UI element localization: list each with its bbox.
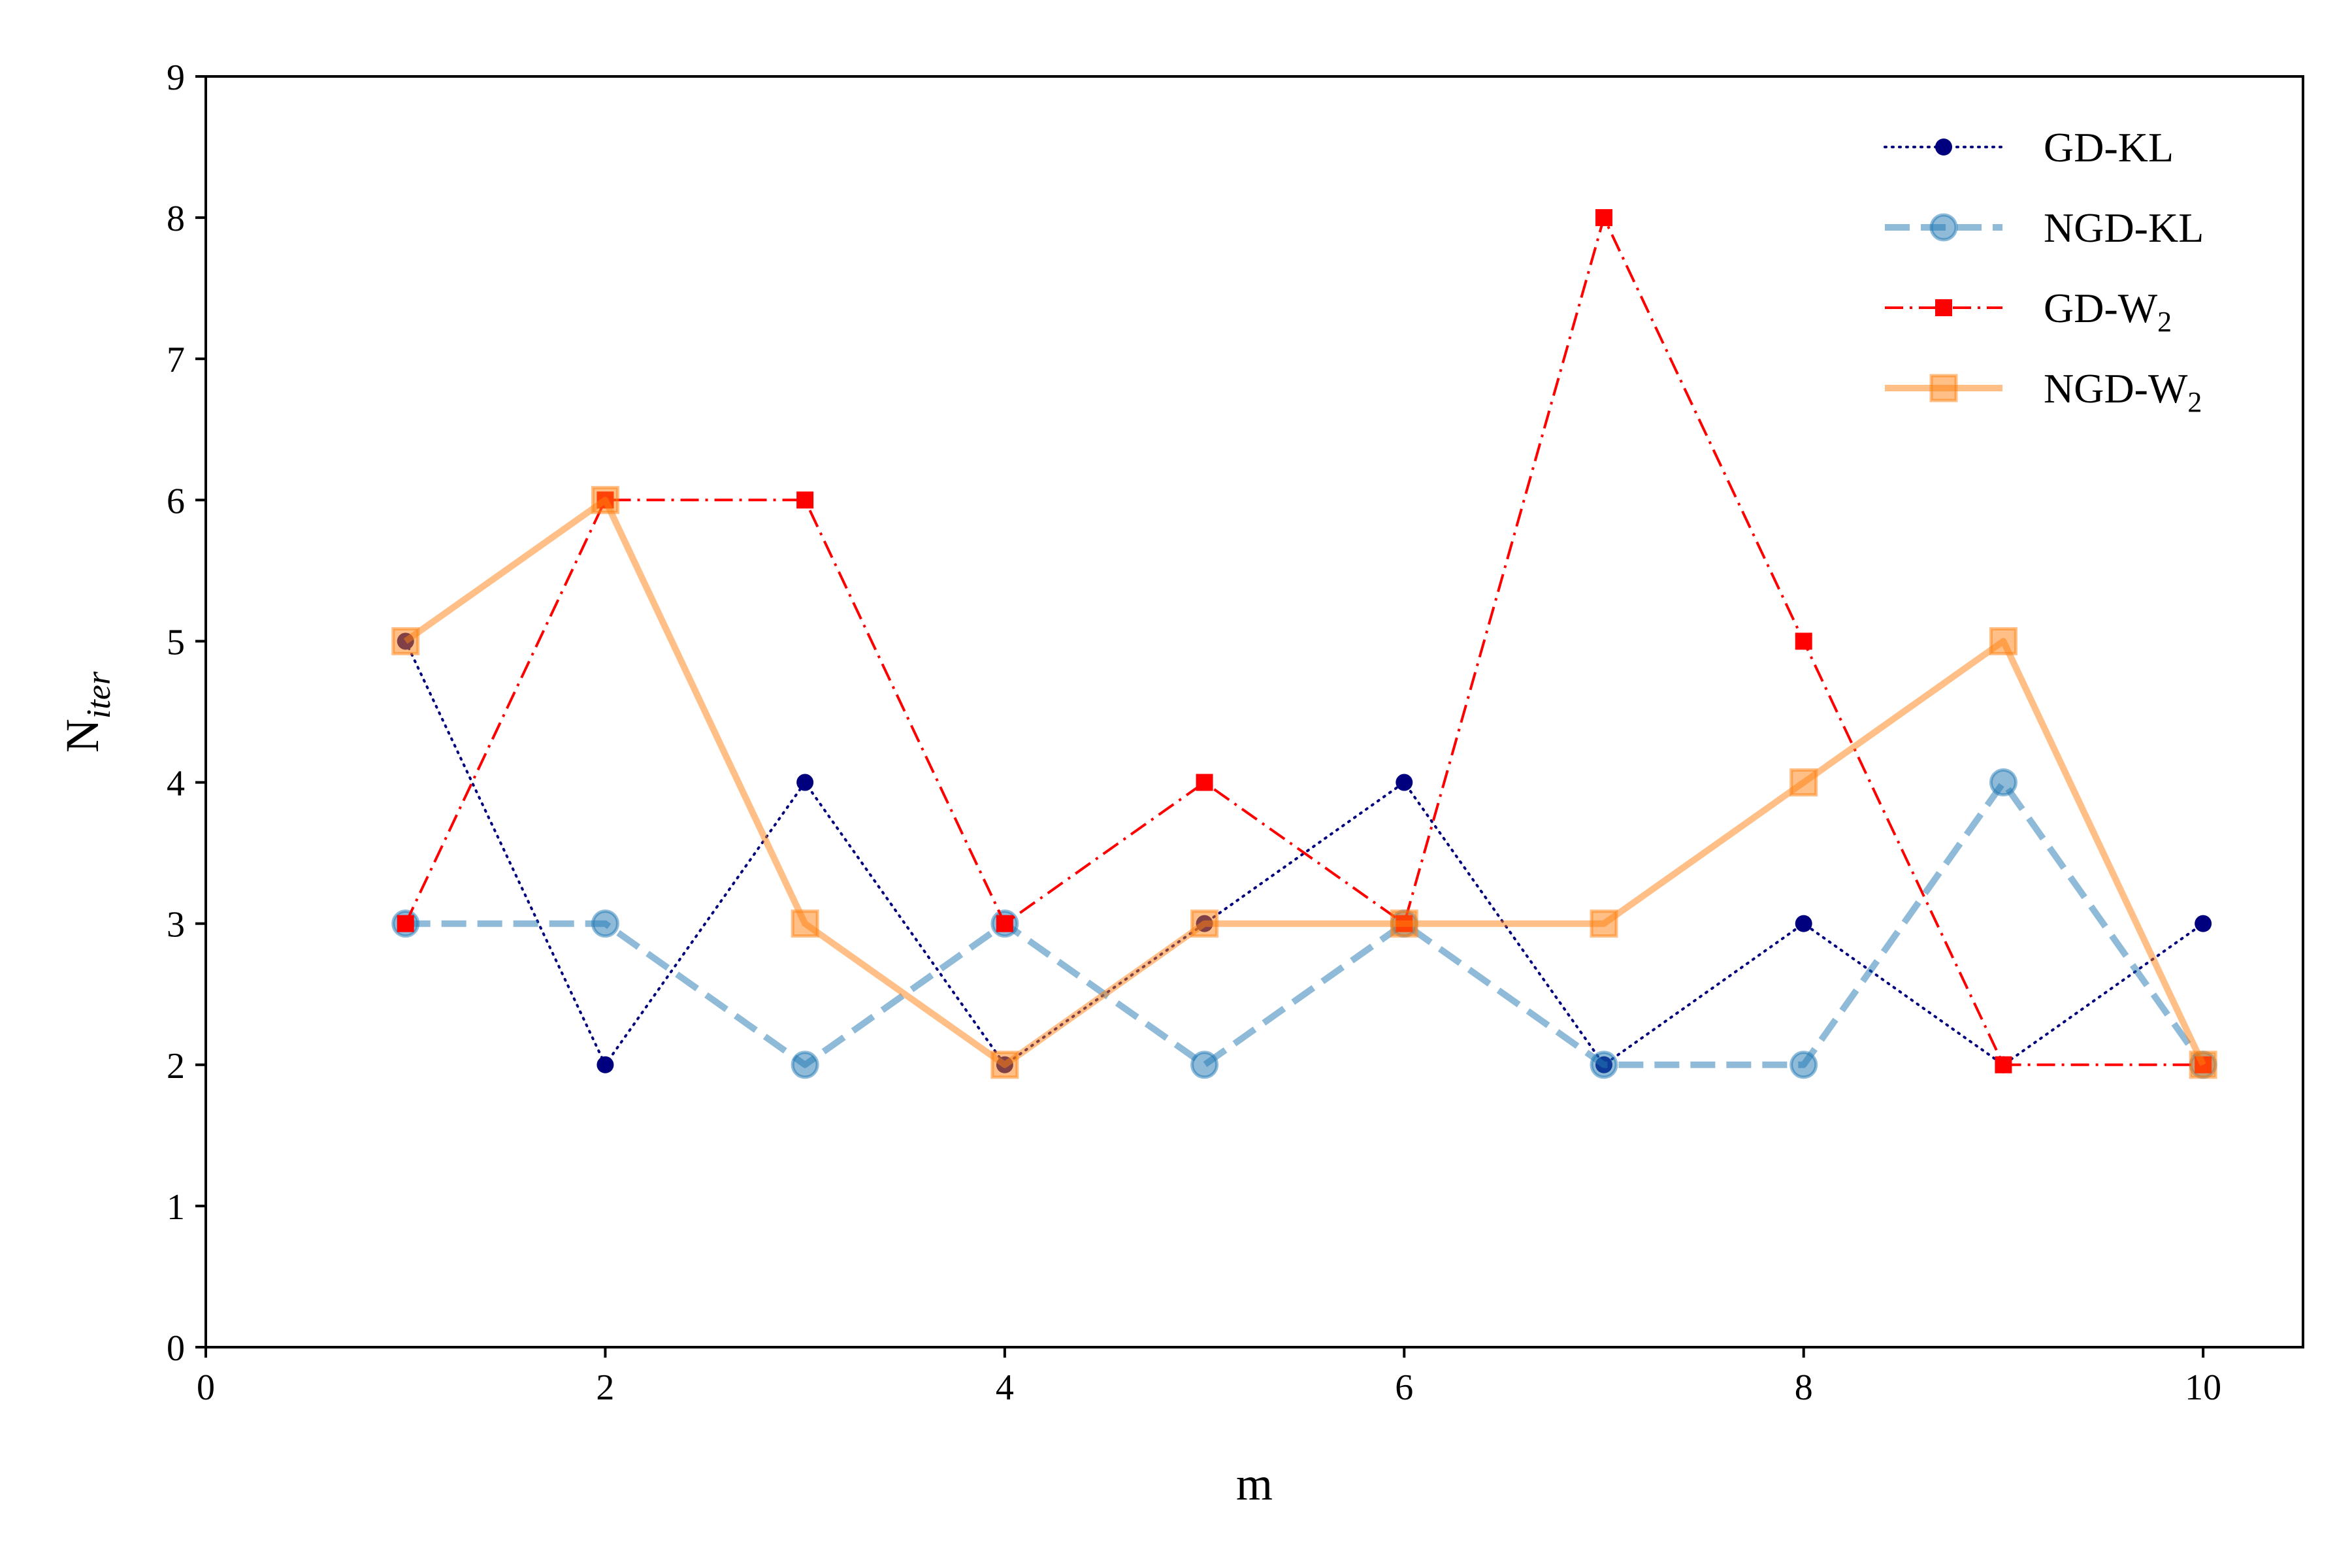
legend-label-main: GD-KL bbox=[2044, 124, 2174, 171]
legend-label-sub: 2 bbox=[2187, 386, 2202, 418]
series-line-0 bbox=[404, 640, 2205, 1066]
data-point bbox=[1590, 909, 1618, 938]
data-point bbox=[1795, 915, 1812, 932]
y-tick-label: 0 bbox=[167, 1328, 185, 1369]
data-point bbox=[2195, 915, 2212, 932]
series-3 bbox=[391, 485, 2217, 1079]
y-tick-label: 3 bbox=[167, 905, 185, 945]
data-point bbox=[791, 1051, 819, 1079]
y-tick-label: 5 bbox=[167, 622, 185, 662]
y-tick-label: 9 bbox=[167, 57, 185, 98]
data-point bbox=[397, 915, 414, 932]
series-line-3 bbox=[403, 497, 2206, 1068]
x-axis-label: m bbox=[1236, 1458, 1273, 1510]
data-point bbox=[1989, 768, 2017, 797]
data-point bbox=[1196, 774, 1213, 791]
y-axis-label: Niter bbox=[56, 671, 118, 753]
data-point bbox=[1989, 627, 2017, 655]
x-tick-label: 8 bbox=[1795, 1367, 1813, 1408]
data-point bbox=[791, 909, 819, 938]
data-point bbox=[1995, 1056, 2012, 1073]
data-point bbox=[1789, 1051, 1818, 1079]
data-point bbox=[990, 1051, 1019, 1079]
y-axis-label-sub: iter bbox=[80, 671, 118, 719]
y-tick-label: 6 bbox=[167, 481, 185, 521]
legend-label: GD-KL bbox=[2044, 124, 2174, 171]
data-point bbox=[391, 627, 420, 655]
data-point bbox=[591, 485, 619, 514]
ticks-layer: 0 2 4 6 8 10 0 1 2 3 4 5 6 7 8 9 bbox=[167, 57, 2221, 1408]
data-point bbox=[1789, 768, 1818, 797]
legend-entry-0: GD-KL bbox=[1884, 124, 2174, 171]
series-layer bbox=[391, 209, 2217, 1079]
data-point bbox=[591, 909, 619, 938]
legend-marker bbox=[1929, 213, 1958, 242]
data-point bbox=[1590, 1051, 1618, 1079]
y-axis-label-main: N bbox=[56, 719, 108, 753]
legend-label-main: GD-W bbox=[2044, 285, 2158, 331]
data-point bbox=[596, 1056, 614, 1073]
x-tick-label: 2 bbox=[596, 1367, 614, 1408]
data-point bbox=[1190, 1051, 1219, 1079]
x-tick-label: 6 bbox=[1395, 1367, 1413, 1408]
legend-entry-3: NGD-W2 bbox=[1885, 365, 2202, 418]
legend-label-main: NGD-W bbox=[2044, 365, 2188, 412]
data-point bbox=[2189, 1051, 2217, 1079]
series-line-1 bbox=[405, 779, 2206, 1068]
data-point bbox=[996, 915, 1013, 932]
data-point bbox=[1396, 774, 1413, 791]
y-tick-label: 4 bbox=[167, 764, 185, 804]
legend-marker bbox=[1935, 139, 1952, 155]
x-tick-label: 4 bbox=[996, 1367, 1014, 1408]
x-tick-label: 10 bbox=[2185, 1367, 2221, 1408]
data-point bbox=[796, 491, 814, 509]
legend-label-main: NGD-KL bbox=[2044, 204, 2204, 251]
series-line-2 bbox=[404, 216, 2204, 1066]
y-tick-label: 8 bbox=[167, 199, 185, 239]
y-tick-label: 7 bbox=[167, 340, 185, 380]
data-point bbox=[1595, 209, 1612, 227]
legend-entry-1: NGD-KL bbox=[1885, 204, 2204, 251]
data-point bbox=[1190, 909, 1219, 938]
plot-frame bbox=[204, 75, 2304, 1348]
legend-label: GD-W2 bbox=[2044, 285, 2172, 338]
legend-label: NGD-W2 bbox=[2044, 365, 2202, 418]
legend-marker bbox=[1935, 299, 1952, 316]
y-tick-label: 1 bbox=[167, 1187, 185, 1228]
data-point bbox=[796, 774, 814, 791]
legend-label-sub: 2 bbox=[2157, 306, 2172, 338]
legend-entry-2: GD-W2 bbox=[1885, 285, 2172, 338]
legend-marker bbox=[1929, 374, 1958, 402]
legend-label: NGD-KL bbox=[2044, 204, 2204, 251]
data-point bbox=[1795, 632, 1812, 650]
data-point bbox=[1390, 909, 1418, 938]
y-tick-label: 2 bbox=[167, 1046, 185, 1086]
x-tick-label: 0 bbox=[197, 1367, 215, 1408]
